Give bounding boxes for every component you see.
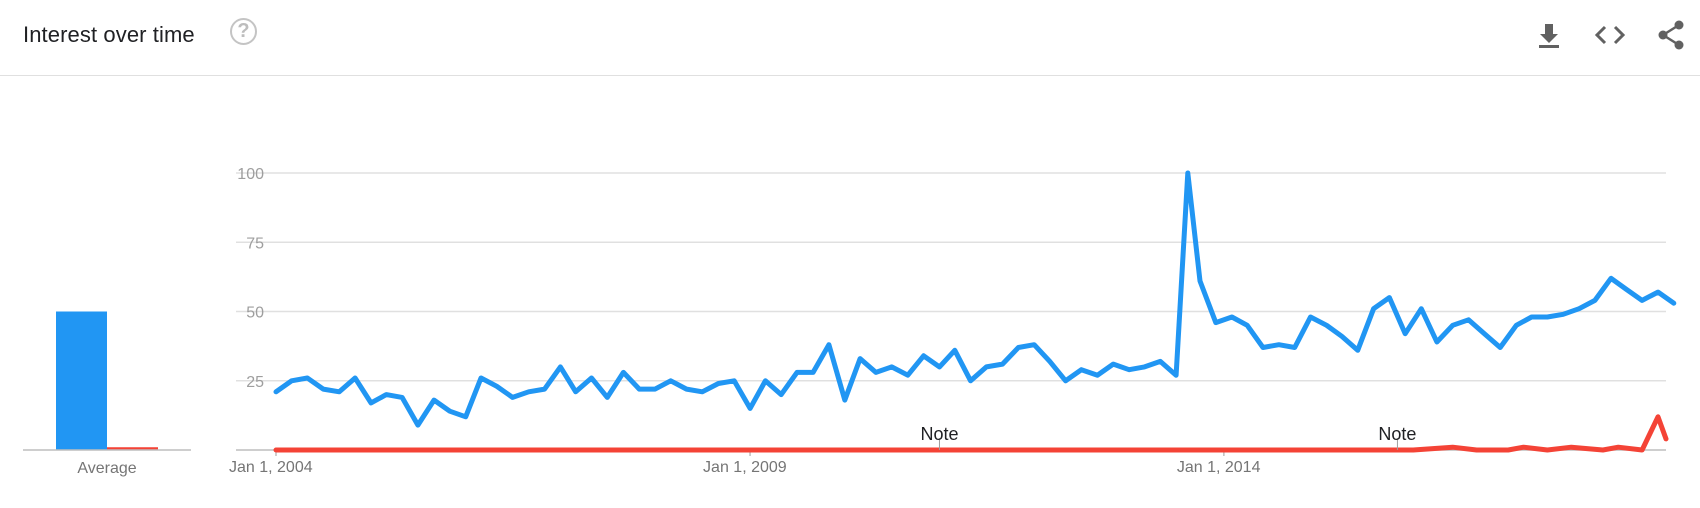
average-bar-2[interactable] [107,447,158,450]
download-icon[interactable] [1532,18,1566,52]
average-bars: Average [23,311,191,477]
average-bar-1[interactable] [56,311,107,451]
y-tick-label: 75 [246,235,264,252]
series-lines [273,170,1677,453]
series-2-line[interactable] [273,414,1669,453]
y-axis-ticks: 25 50 75 100 [237,166,264,391]
annotations: Note Note [920,424,1416,450]
gridlines [236,172,1666,451]
annotation-label[interactable]: Note [1378,424,1416,444]
average-label: Average [77,460,136,477]
interest-over-time-chart: Average 25 50 75 100 Jan 1, 2004 Jan 1, 2009… [23,166,1677,477]
card-header: Interest over time ? [0,0,1700,76]
embed-icon[interactable] [1593,18,1627,52]
y-tick-label: 100 [237,166,264,183]
help-icon[interactable]: ? [230,18,257,45]
y-tick-label: 25 [246,374,264,391]
x-axis-ticks: Jan 1, 2004 Jan 1, 2009 Jan 1, 2014 [229,450,1261,476]
x-tick-label: Jan 1, 2004 [229,459,313,476]
card-title: Interest over time [23,22,195,47]
annotation-label[interactable]: Note [920,424,958,444]
x-tick-label: Jan 1, 2014 [1177,459,1261,476]
series-1-line[interactable] [273,170,1677,428]
share-icon[interactable] [1654,18,1688,52]
y-tick-label: 50 [246,305,264,322]
x-tick-label: Jan 1, 2009 [703,459,787,476]
